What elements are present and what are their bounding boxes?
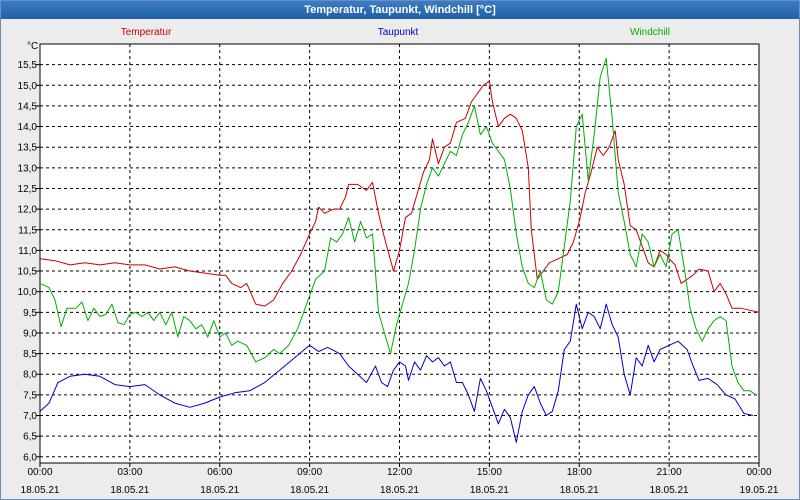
x-tick-time: 00:00 [27,467,52,478]
y-tick-label: 6,5 [23,432,37,443]
x-tick-time: 09:00 [297,467,322,478]
x-tick-time: 12:00 [387,467,412,478]
y-tick-label: 8,5 [23,349,37,360]
y-tick-label: 10,0 [18,287,38,298]
y-tick-label: 9,5 [23,308,37,319]
window-title: Temperatur, Taupunkt, Windchill [°C] [1,1,799,19]
y-tick-label: 13,5 [18,143,38,154]
y-tick-label: 15,0 [18,81,38,92]
x-tick-time: 18:00 [567,467,592,478]
legend-label-temperatur: Temperatur [121,27,172,38]
plot-frame [39,43,760,464]
series-line-windchill [39,57,757,396]
y-tick-label: 14,5 [18,101,38,112]
y-tick-label: 6,0 [23,452,37,463]
x-tick-time: 21:00 [657,467,682,478]
x-tick-date: 18.05.21 [470,485,509,496]
y-axis-label: °C [27,41,38,52]
axes: 6,0 6,5 7,0 7,5 8,0 8,5 9,0 9,5 10,0 10,5 11,0 11,5… [18,41,779,496]
y-tick-label: 12,5 [18,184,38,195]
x-tick-date: 18.05.21 [110,485,149,496]
y-tick-label: 7,5 [23,390,37,401]
x-tick-date: 18.05.21 [290,485,329,496]
y-tick-label: 9,0 [23,328,37,339]
x-tick-time: 06:00 [207,467,232,478]
y-tick-label: 11,0 [18,246,37,257]
y-tick-label: 8,0 [23,370,37,381]
x-tick-date: 18.05.21 [560,485,599,496]
series-group [39,57,760,443]
y-tick-label: 14,0 [18,122,38,133]
x-tick-date: 19.05.21 [740,485,779,496]
x-tick-date: 18.05.21 [21,485,60,496]
y-tick-label: 11,5 [18,225,37,236]
chart: 6,0 6,5 7,0 7,5 8,0 8,5 9,0 9,5 10,0 10,5 11,0 11,5… [18,27,779,496]
legend: Temperatur Taupunkt Windchill [121,27,670,38]
legend-label-taupunkt: Taupunkt [378,27,419,38]
y-tick-label: 15,5 [18,60,38,71]
y-tick-label: 7,0 [23,411,37,422]
x-tick-time: 15:00 [477,467,502,478]
y-tick-label: 13,0 [18,163,38,174]
x-tick-time: 00:00 [746,467,771,478]
x-tick-date: 18.05.21 [380,485,419,496]
x-tick-date: 18.05.21 [650,485,689,496]
y-tick-label: 10,5 [18,267,38,278]
x-tick-date: 18.05.21 [200,485,239,496]
legend-label-windchill: Windchill [630,27,670,38]
x-tick-time: 03:00 [117,467,142,478]
series-line-taupunkt [39,303,754,443]
grid [40,44,759,463]
y-tick-label: 12,0 [18,205,38,216]
